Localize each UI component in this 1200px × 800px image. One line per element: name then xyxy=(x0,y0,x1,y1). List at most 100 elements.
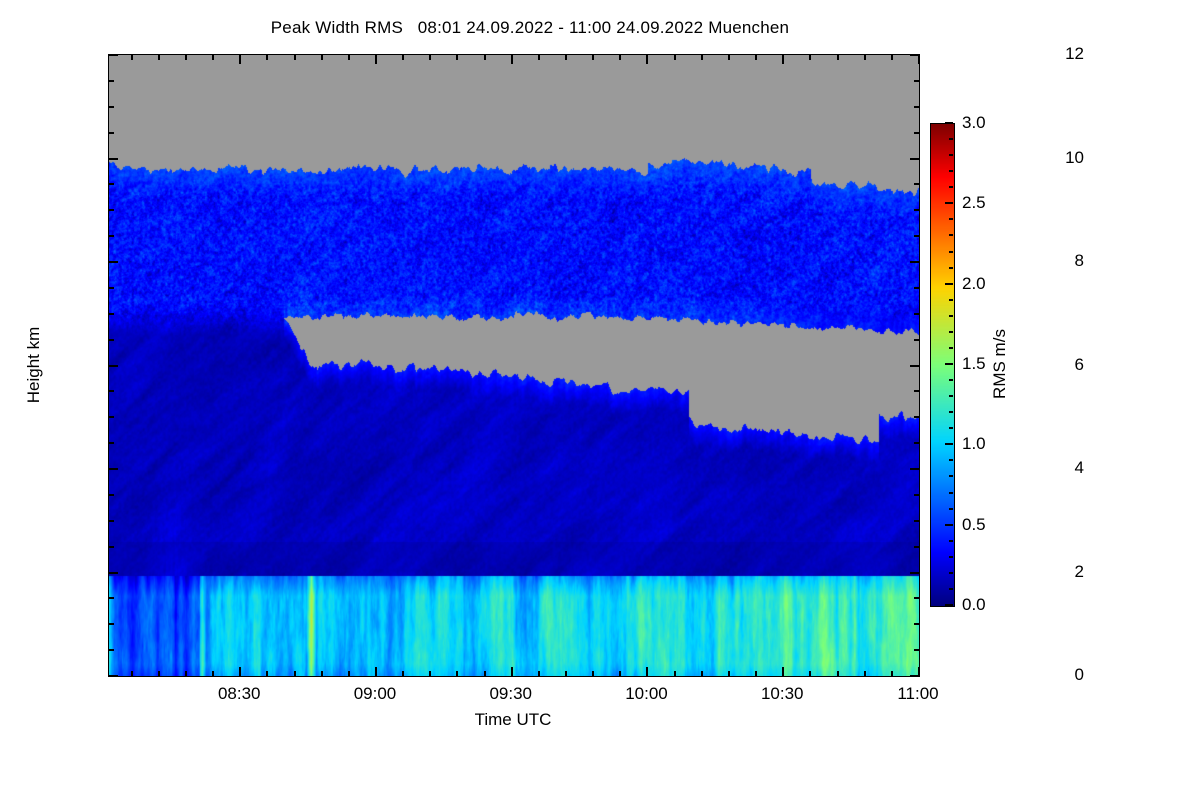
y-tick-6.5 xyxy=(109,338,114,341)
y-tick-4.5 xyxy=(109,442,114,445)
y-tick-right-9.5 xyxy=(914,183,919,186)
heatmap-image xyxy=(109,55,919,676)
y-tick-8 xyxy=(109,261,118,263)
colorbar-tick-0.3 xyxy=(949,555,953,558)
colorbar-tick-0.0 xyxy=(945,604,953,606)
x-tick-10.60 xyxy=(809,671,812,676)
x-tick-10.90 xyxy=(890,671,893,676)
x-tick-top-9.80 xyxy=(592,55,595,60)
colorbar-tick-1.1 xyxy=(949,427,953,430)
colorbar-tick-0.9 xyxy=(949,459,953,462)
x-tick-8.10 xyxy=(130,671,133,676)
x-tick-10.20 xyxy=(700,671,703,676)
y-tick-right-7.5 xyxy=(914,286,919,289)
y-tick-right-1.5 xyxy=(914,597,919,600)
x-tick-10.30 xyxy=(727,671,730,676)
colorbar-label: RMS m/s xyxy=(990,329,1009,399)
x-tick-top-8.60 xyxy=(266,55,269,60)
x-tick-9.40 xyxy=(483,671,486,676)
y-tick-0.5 xyxy=(109,649,114,652)
colorbar-tick-0.6 xyxy=(949,507,953,510)
y-tick-right-0 xyxy=(910,675,919,677)
colorbar-tick-label-0.0: 0.0 xyxy=(962,595,986,614)
x-tick-top-9.20 xyxy=(429,55,432,60)
page-title: Peak Width RMS 08:01 24.09.2022 - 11:00 … xyxy=(270,18,790,37)
x-tick-top-9.10 xyxy=(402,55,405,60)
y-tick-5.5 xyxy=(109,390,114,393)
colorbar-tick-2.9 xyxy=(949,138,953,141)
x-tick-11.00 xyxy=(918,667,920,676)
y-tick-right-5 xyxy=(914,416,919,419)
y-tick-right-9 xyxy=(914,209,919,212)
x-tick-8.70 xyxy=(293,671,296,676)
x-tick-9.90 xyxy=(619,671,622,676)
y-tick-9.5 xyxy=(109,183,114,186)
y-tick-label-8: 8 xyxy=(1074,251,1084,270)
y-tick-2 xyxy=(109,571,118,574)
colorbar-tick-1.2 xyxy=(949,411,953,414)
colorbar-tick-label-3.0: 3.0 xyxy=(962,113,986,132)
x-tick-10.80 xyxy=(863,671,866,676)
x-tick-top-10.90 xyxy=(890,55,893,60)
heatmap-axes xyxy=(108,54,920,677)
x-tick-9.50 xyxy=(510,667,513,676)
colorbar-tick-1.7 xyxy=(949,330,953,333)
colorbar-tick-label-2.5: 2.5 xyxy=(962,193,986,213)
colorbar-tick-2.1 xyxy=(949,266,953,269)
y-tick-1.5 xyxy=(109,597,114,600)
y-tick-right-4 xyxy=(910,468,919,470)
colorbar-tick-0.7 xyxy=(949,491,953,494)
y-tick-10 xyxy=(109,157,118,160)
colorbar-tick-2.7 xyxy=(949,170,953,173)
y-tick-right-5.5 xyxy=(914,390,919,393)
y-tick-6 xyxy=(109,364,118,367)
x-tick-top-8.90 xyxy=(347,55,350,60)
y-tick-right-3.5 xyxy=(914,493,919,496)
y-tick-4 xyxy=(109,468,118,470)
x-tick-top-8.40 xyxy=(212,55,215,60)
x-tick-top-9.90 xyxy=(619,55,622,60)
colorbar-tick-2.0 xyxy=(945,282,953,285)
colorbar-tick-1.8 xyxy=(949,314,953,317)
y-tick-label-4: 4 xyxy=(1074,458,1084,477)
y-tick-8.5 xyxy=(109,235,114,238)
x-tick-9.70 xyxy=(565,671,568,676)
y-tick-right-11.5 xyxy=(914,79,919,82)
colorbar-tick-label-1.5: 1.5 xyxy=(962,354,986,373)
colorbar-tick-1.5 xyxy=(945,363,953,365)
y-tick-right-2.5 xyxy=(914,545,919,548)
colorbar-tick-2.2 xyxy=(949,250,953,253)
colorbar-tick-2.8 xyxy=(949,154,953,157)
colorbar-tick-1.3 xyxy=(949,395,953,398)
colorbar-tick-2.3 xyxy=(949,234,953,237)
y-tick-right-4.5 xyxy=(914,442,919,445)
x-tick-top-8.50 xyxy=(239,55,242,64)
colorbar-tick-2.5 xyxy=(945,202,953,205)
y-tick-1 xyxy=(109,623,114,626)
x-tick-8.60 xyxy=(266,671,269,676)
y-tick-right-10 xyxy=(910,157,919,160)
x-tick-9.10 xyxy=(402,671,405,676)
x-tick-8.40 xyxy=(212,671,215,676)
y-tick-right-1 xyxy=(914,623,919,626)
colorbar-tick-label-2.0: 2.0 xyxy=(962,273,986,293)
colorbar-tick-0.2 xyxy=(949,571,953,574)
x-tick-top-9.40 xyxy=(483,55,486,60)
x-tick-10.70 xyxy=(836,671,839,676)
x-tick-10.40 xyxy=(755,671,758,676)
y-tick-0 xyxy=(109,675,118,677)
y-tick-5 xyxy=(109,416,114,419)
y-tick-11.5 xyxy=(109,79,114,82)
x-tick-10.00 xyxy=(646,667,649,676)
x-tick-9.00 xyxy=(374,667,377,676)
x-tick-8.30 xyxy=(184,671,187,676)
x-axis-label: Time UTC xyxy=(474,710,552,729)
colorbar-tick-0.8 xyxy=(949,475,953,478)
y-tick-right-0.5 xyxy=(914,649,919,652)
y-tick-10.5 xyxy=(109,131,114,134)
y-tick-3 xyxy=(109,519,114,522)
x-tick-label-10:30: 10:30 xyxy=(760,684,804,703)
x-tick-top-10.00 xyxy=(646,55,649,64)
x-tick-top-10.20 xyxy=(700,55,703,60)
y-tick-12 xyxy=(109,54,118,56)
